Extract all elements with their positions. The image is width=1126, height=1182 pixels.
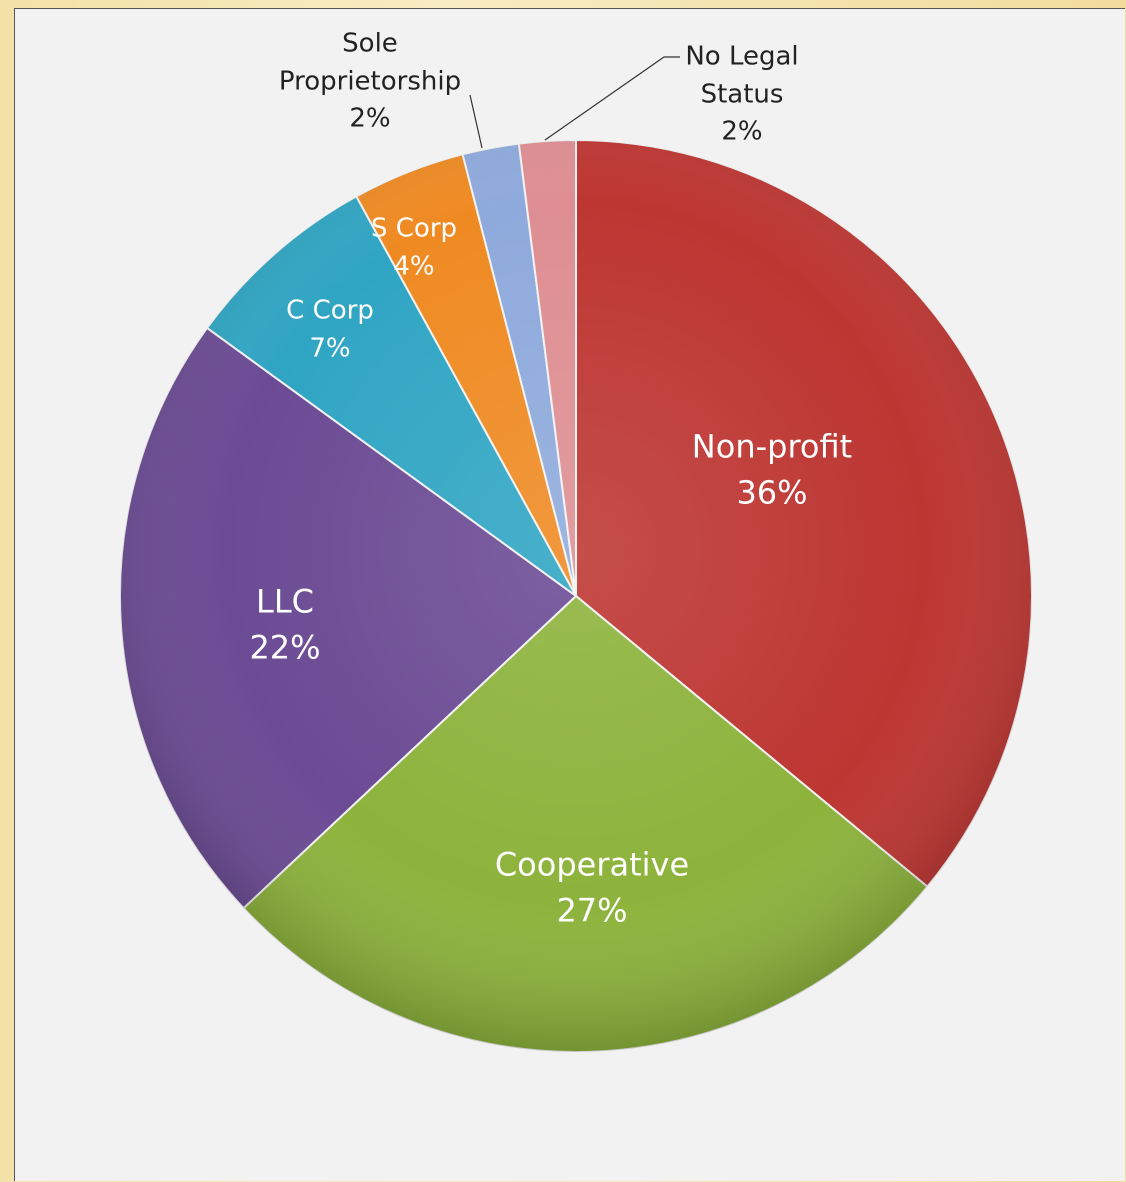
category-label: Non-profit <box>691 427 853 466</box>
data-label: S Corp 4% <box>344 210 484 285</box>
data-label: No Legal Status 2% <box>677 38 807 151</box>
category-label: Cooperative <box>494 845 690 884</box>
category-label: S Corp <box>370 213 458 244</box>
percent-label: 2% <box>721 116 763 147</box>
data-label: LLC 22% <box>185 579 385 672</box>
percent-label: 2% <box>349 103 391 134</box>
category-label: No Legal Status <box>685 41 799 110</box>
category-label: LLC <box>256 582 314 621</box>
data-label: C Corp 7% <box>250 292 410 367</box>
percent-label: 7% <box>309 333 351 363</box>
leader-line <box>544 56 680 141</box>
percent-label: 4% <box>393 251 435 281</box>
data-label: Non-profit 36% <box>622 424 922 517</box>
category-label: Sole Proprietorship <box>278 28 462 97</box>
percent-label: 27% <box>556 892 628 930</box>
percent-label: 22% <box>249 629 321 667</box>
data-label: Cooperative 27% <box>442 842 742 935</box>
leader-line <box>469 94 483 149</box>
percent-label: 36% <box>736 474 808 512</box>
category-label: C Corp <box>286 295 374 326</box>
data-label: Sole Proprietorship 2% <box>270 25 470 138</box>
